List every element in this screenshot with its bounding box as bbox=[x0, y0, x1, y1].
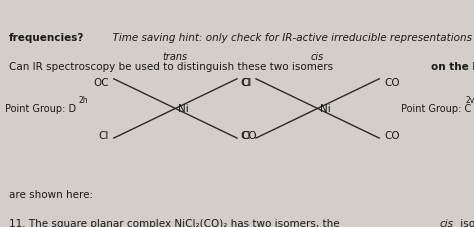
Text: isomer and the: isomer and the bbox=[457, 218, 474, 227]
Text: 2v: 2v bbox=[466, 95, 474, 104]
Text: 11. The square planar complex NiCl₂(CO)₂ has two isomers, the: 11. The square planar complex NiCl₂(CO)₂… bbox=[9, 218, 342, 227]
Text: are shown here:: are shown here: bbox=[9, 190, 92, 200]
Text: cis: cis bbox=[439, 218, 453, 227]
Text: cis: cis bbox=[311, 52, 324, 62]
Text: trans: trans bbox=[163, 52, 188, 62]
Text: Cl: Cl bbox=[99, 131, 109, 141]
Text: Ni: Ni bbox=[178, 104, 189, 114]
Text: CO: CO bbox=[384, 77, 400, 87]
Text: Can IR spectroscopy be used to distinguish these two isomers: Can IR spectroscopy be used to distingui… bbox=[9, 61, 336, 71]
Text: CO: CO bbox=[384, 131, 400, 141]
Text: Cl: Cl bbox=[242, 77, 252, 87]
Text: 2h: 2h bbox=[78, 95, 88, 104]
Text: Cl: Cl bbox=[241, 131, 251, 141]
Text: Ni: Ni bbox=[320, 104, 331, 114]
Text: OC: OC bbox=[93, 77, 109, 87]
Text: frequencies?: frequencies? bbox=[9, 33, 84, 43]
Text: Point Group: C: Point Group: C bbox=[401, 104, 471, 114]
Text: Time saving hint: only check for IR-active irreducible representations: Time saving hint: only check for IR-acti… bbox=[106, 33, 472, 43]
Text: CO: CO bbox=[242, 131, 257, 141]
Text: Point Group: D: Point Group: D bbox=[5, 104, 76, 114]
Text: on the basis of number of CO stretching: on the basis of number of CO stretching bbox=[431, 61, 474, 71]
Text: Cl: Cl bbox=[241, 77, 251, 87]
